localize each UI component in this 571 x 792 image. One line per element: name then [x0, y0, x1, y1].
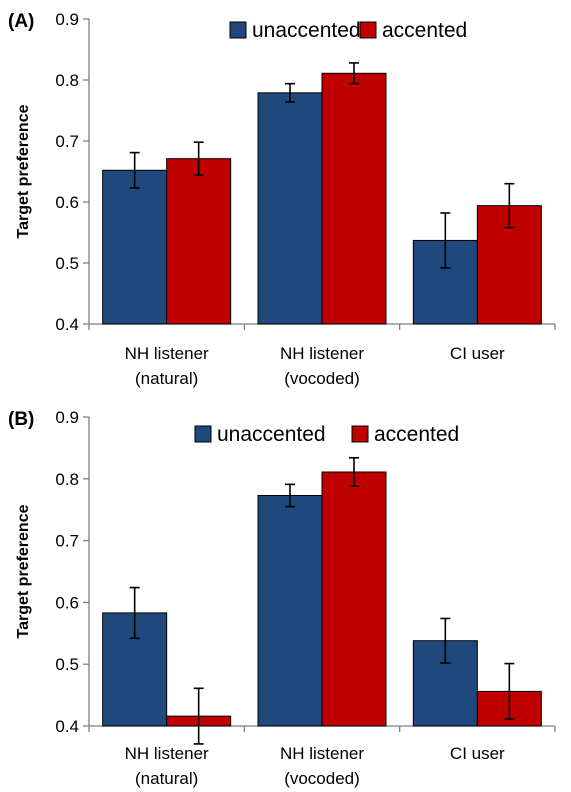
y-tick-label: 0.4: [55, 315, 79, 334]
x-category-label: NH listener: [125, 744, 209, 763]
bar-accented: [166, 158, 232, 325]
y-tick-label: 0.6: [55, 593, 79, 612]
legend-label-unaccented: unaccented: [217, 423, 326, 446]
legend-label-accented: accented: [382, 19, 467, 42]
y-tick-label: 0.8: [55, 71, 79, 90]
y-tick-label: 0.4: [55, 717, 79, 736]
panel-label: (B): [8, 409, 34, 430]
y-tick-label: 0.7: [55, 132, 79, 151]
y-tick-label: 0.5: [55, 655, 79, 674]
x-category-label: NH listener: [280, 344, 364, 363]
legend-swatch-unaccented: [229, 21, 247, 39]
x-category-label: NH listener: [125, 344, 209, 363]
x-category-label: CI user: [450, 344, 505, 363]
bar-accented: [321, 471, 387, 727]
bar-accented: [321, 72, 387, 325]
panel-a: (A) Target preference 0.4 0.5 0.6 0.7 0.8 0.9 NH…: [8, 10, 556, 388]
panel-label: (A): [8, 11, 34, 32]
x-category-label: CI user: [450, 744, 505, 763]
legend-swatch-accented: [351, 425, 369, 443]
y-tick-label: 0.5: [55, 254, 79, 273]
bar-unaccented: [257, 92, 323, 325]
legend-swatch-unaccented: [194, 425, 212, 443]
legend: unaccented accented: [229, 19, 467, 42]
x-category-label: (vocoded): [284, 369, 360, 388]
legend-label-accented: accented: [374, 423, 459, 446]
legend-label-unaccented: unaccented: [252, 19, 361, 42]
y-tick-label: 0.7: [55, 532, 79, 551]
legend-swatch-accented: [359, 21, 377, 39]
y-axis-label: Target preference: [15, 104, 32, 238]
x-category-label: NH listener: [280, 744, 364, 763]
y-tick-label: 0.8: [55, 470, 79, 489]
panel-b: (B) Target preference 0.4 0.5 0.6 0.7 0.8 0.9 NH…: [8, 408, 556, 788]
y-axis-label: Target preference: [15, 504, 32, 638]
x-category-label: (vocoded): [284, 769, 360, 788]
legend: unaccented accented: [194, 423, 459, 446]
x-category-label: (natural): [135, 369, 198, 388]
bar-unaccented: [102, 169, 168, 325]
y-tick-label: 0.9: [55, 10, 79, 29]
y-tick-label: 0.6: [55, 193, 79, 212]
x-category-label: (natural): [135, 769, 198, 788]
y-tick-label: 0.9: [55, 408, 79, 427]
bar-unaccented: [257, 494, 323, 727]
